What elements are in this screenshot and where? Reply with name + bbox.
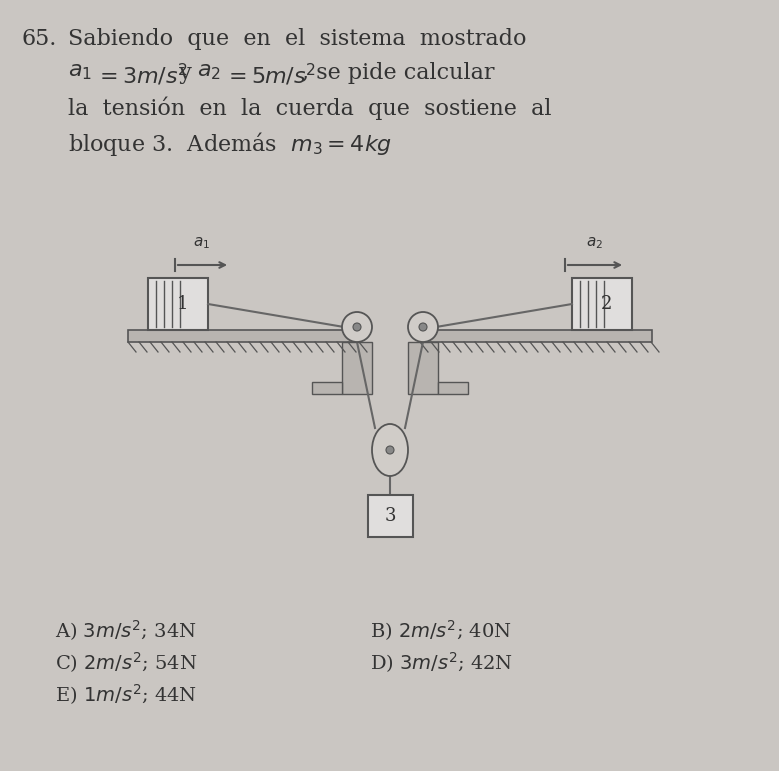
Bar [438, 382, 468, 394]
Text: $=5m/s^2$: $=5m/s^2$ [224, 62, 316, 88]
Text: la  tensión  en  la  cuerda  que  sostiene  al: la tensión en la cuerda que sostiene al [68, 96, 552, 120]
Text: B) $2m/s^2$; 40N: B) $2m/s^2$; 40N [370, 618, 512, 643]
Text: $a_1$: $a_1$ [68, 62, 92, 82]
Bar [420, 330, 652, 342]
Text: Sabiendo  que  en  el  sistema  mostrado: Sabiendo que en el sistema mostrado [68, 28, 527, 50]
Text: $a_2$: $a_2$ [587, 235, 604, 251]
Bar [342, 342, 372, 394]
Text: bloque 3.  Además  $m_3 = 4kg$: bloque 3. Además $m_3 = 4kg$ [68, 130, 392, 158]
Text: 65.: 65. [22, 28, 58, 50]
Text: 1: 1 [178, 295, 189, 313]
Text: 3: 3 [384, 507, 396, 525]
Text: D) $3m/s^2$; 42N: D) $3m/s^2$; 42N [370, 650, 513, 675]
Text: $=3m/s^2$: $=3m/s^2$ [95, 62, 188, 88]
Circle shape [408, 312, 438, 342]
Bar [312, 382, 342, 394]
Bar [128, 330, 360, 342]
Ellipse shape [372, 424, 408, 476]
Text: 2: 2 [601, 295, 613, 313]
Bar [368, 495, 413, 537]
Circle shape [419, 323, 427, 331]
Text: , se pide calcular: , se pide calcular [302, 62, 495, 84]
Text: y: y [172, 62, 199, 84]
Text: C) $2m/s^2$; 54N: C) $2m/s^2$; 54N [55, 650, 197, 675]
Text: $a_2$: $a_2$ [197, 62, 221, 82]
Text: A) $3m/s^2$; 34N: A) $3m/s^2$; 34N [55, 618, 196, 643]
Bar [572, 278, 632, 330]
Bar [148, 278, 208, 330]
Text: E) $1m/s^2$; 44N: E) $1m/s^2$; 44N [55, 682, 197, 707]
Bar [408, 342, 438, 394]
Circle shape [386, 446, 394, 454]
Text: $a_1$: $a_1$ [193, 235, 210, 251]
Circle shape [342, 312, 372, 342]
Circle shape [353, 323, 361, 331]
